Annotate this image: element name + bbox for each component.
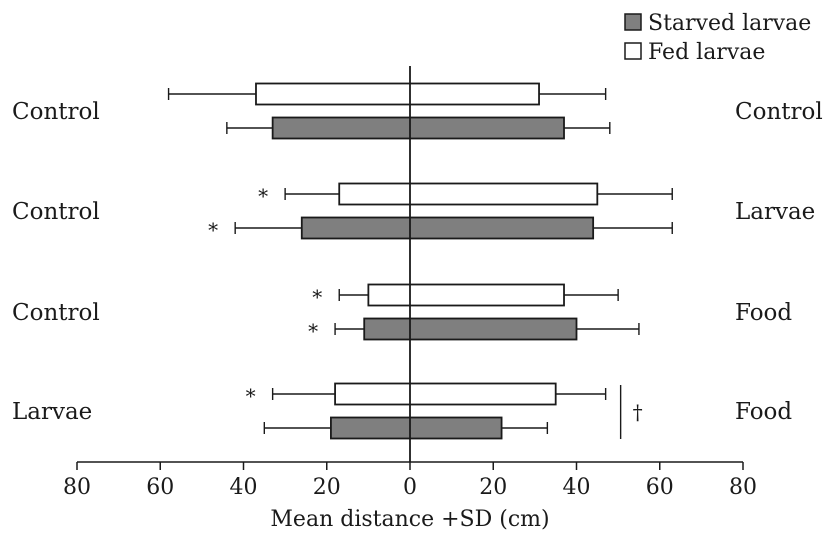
x-tick-label: 20 — [479, 475, 507, 500]
legend-swatch-starved — [624, 13, 642, 31]
x-tick-label: 80 — [729, 475, 757, 500]
row-label-left: Larvae — [12, 399, 92, 425]
row-label-left: Control — [12, 99, 100, 125]
x-tick-label: 40 — [230, 475, 258, 500]
x-tick-label: 20 — [313, 475, 341, 500]
legend-label-fed: Fed larvae — [648, 40, 765, 65]
row-label-right: Food — [735, 399, 792, 425]
significance-marker: * — [258, 184, 268, 208]
row-label-right: Food — [735, 300, 792, 326]
bar-starved — [271, 116, 565, 140]
x-tick-label: 40 — [563, 475, 591, 500]
bar-starved — [330, 416, 503, 440]
x-tick-label: 80 — [63, 475, 91, 500]
x-axis-title: Mean distance +SD (cm) — [270, 507, 549, 532]
x-tick-label: 0 — [403, 475, 417, 500]
legend-label-starved: Starved larvae — [648, 11, 811, 36]
legend: Starved larvae Fed larvae — [624, 11, 811, 65]
row-label-left: Control — [12, 300, 100, 326]
plot-area: 80 60 40 20 0 20 40 60 80 Control Control Control La… — [12, 66, 823, 500]
bar-fed — [334, 382, 557, 406]
bracket-marker: † — [633, 400, 643, 424]
row-label-right: Larvae — [735, 199, 815, 225]
row-label-right: Control — [735, 99, 823, 125]
bar-starved — [363, 317, 578, 341]
bar-fed — [255, 82, 540, 106]
bar-starved — [300, 216, 595, 240]
significance-marker: * — [312, 285, 322, 309]
bar-fed — [367, 283, 565, 307]
x-tick-label: 60 — [646, 475, 674, 500]
significance-marker: * — [208, 218, 218, 242]
bar-fed — [338, 182, 599, 206]
significance-marker: * — [246, 384, 256, 408]
legend-swatch-fed — [624, 42, 642, 60]
row-label-left: Control — [12, 199, 100, 225]
x-tick-label: 60 — [146, 475, 174, 500]
significance-marker: * — [308, 319, 318, 343]
